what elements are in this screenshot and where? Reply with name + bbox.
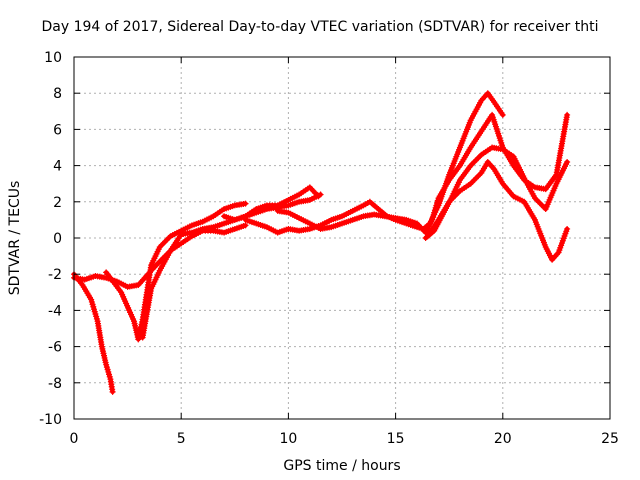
data-point [564,225,571,232]
series-track-6 [242,90,506,236]
x-axis-label: GPS time / hours [283,458,400,474]
series-track-7 [274,111,571,236]
x-tick-label: 0 [70,431,79,447]
x-tick-label: 10 [279,431,297,447]
data-point [242,222,249,229]
y-tick-label: -6 [48,340,62,356]
y-tick-label: 8 [53,86,62,102]
axis-ticks: 0 5 10 15 20 25 -10 -8 -6 -4 -2 0 2 4 6 8 10 [39,50,619,447]
data-point [564,158,571,165]
y-tick-label: -4 [48,303,62,319]
data-point [499,111,506,118]
x-tick-label: 20 [494,431,512,447]
x-tick-label: 5 [177,431,186,447]
y-tick-label: 10 [44,50,62,66]
y-axis-label: SDTVAR / TECUs [7,181,23,296]
y-tick-label: 0 [53,231,62,247]
series-track-1 [71,271,116,395]
chart-title: Day 194 of 2017, Sidereal Day-to-day VTE… [41,19,599,35]
data-point [109,388,116,395]
x-tick-label: 15 [387,431,405,447]
x-tick-label: 25 [601,431,619,447]
y-tick-label: 4 [53,159,62,175]
data-point [315,193,322,200]
data-points [71,90,571,395]
y-tick-label: -2 [48,267,62,283]
y-tick-label: 2 [53,195,62,211]
series-track-5 [221,184,322,223]
series-band [423,145,570,241]
data-point [242,200,249,207]
y-tick-label: 6 [53,122,62,138]
y-tick-label: -10 [39,412,62,428]
series-track-4 [139,191,324,341]
grid [74,57,610,419]
series-track-2 [71,222,249,290]
y-tick-label: -8 [48,376,62,392]
data-point [564,111,571,118]
series-track-9 [422,144,571,241]
